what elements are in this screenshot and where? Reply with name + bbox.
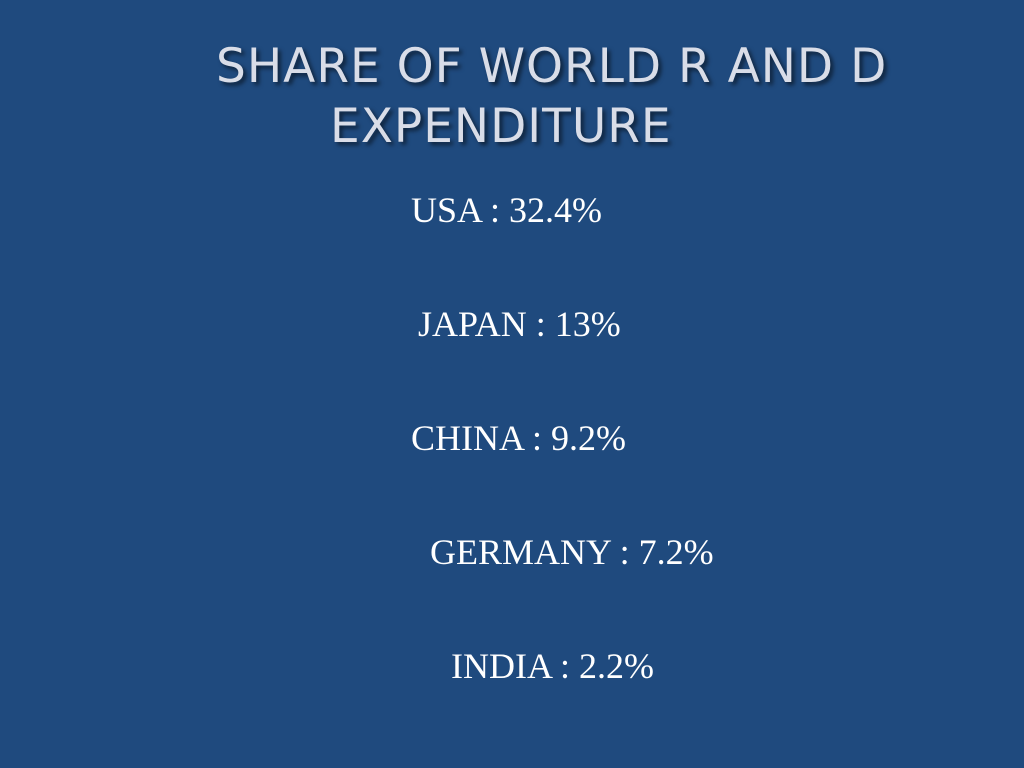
country-share-usa: USA : 32.4% bbox=[411, 190, 603, 230]
country-share-china: CHINA : 9.2% bbox=[411, 418, 626, 458]
slide-title-line-2: EXPENDITURE bbox=[330, 99, 672, 154]
country-share-germany: GERMANY : 7.2% bbox=[430, 532, 714, 572]
slide-title-line-1: SHARE OF WORLD R AND D bbox=[216, 39, 888, 94]
country-share-india: INDIA : 2.2% bbox=[451, 646, 654, 686]
country-share-japan: JAPAN : 13% bbox=[418, 304, 621, 344]
